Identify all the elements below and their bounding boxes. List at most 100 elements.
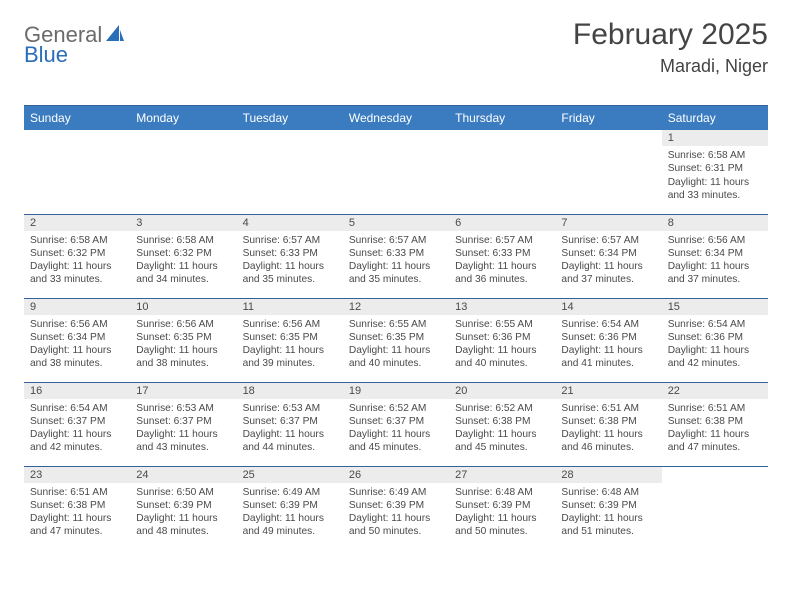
day-body: Sunrise: 6:51 AMSunset: 6:38 PMDaylight:… [555,399,661,459]
day-body: Sunrise: 6:51 AMSunset: 6:38 PMDaylight:… [24,483,130,543]
sunrise-text: Sunrise: 6:58 AM [136,234,230,247]
sunset-text: Sunset: 6:34 PM [30,331,124,344]
col-friday: Friday [555,106,661,131]
daylight-text: Daylight: 11 hours and 33 minutes. [30,260,124,287]
sunrise-text: Sunrise: 6:56 AM [668,234,762,247]
calendar-cell: 16Sunrise: 6:54 AMSunset: 6:37 PMDayligh… [24,382,130,466]
sunset-text: Sunset: 6:33 PM [349,247,443,260]
sunset-text: Sunset: 6:37 PM [30,415,124,428]
calendar-cell: 23Sunrise: 6:51 AMSunset: 6:38 PMDayligh… [24,466,130,550]
daylight-text: Daylight: 11 hours and 47 minutes. [30,512,124,539]
calendar-cell: 0 [662,466,768,550]
sunrise-text: Sunrise: 6:56 AM [30,318,124,331]
calendar-cell: 0 [343,130,449,214]
sunrise-text: Sunrise: 6:54 AM [668,318,762,331]
sunset-text: Sunset: 6:35 PM [136,331,230,344]
sunset-text: Sunset: 6:39 PM [349,499,443,512]
day-body: Sunrise: 6:53 AMSunset: 6:37 PMDaylight:… [130,399,236,459]
sunrise-text: Sunrise: 6:48 AM [561,486,655,499]
day-number: 24 [130,467,236,483]
logo-sail-icon [105,24,125,42]
day-number: 17 [130,383,236,399]
sunrise-text: Sunrise: 6:54 AM [561,318,655,331]
day-body: Sunrise: 6:52 AMSunset: 6:38 PMDaylight:… [449,399,555,459]
col-thursday: Thursday [449,106,555,131]
sunset-text: Sunset: 6:36 PM [561,331,655,344]
daylight-text: Daylight: 11 hours and 41 minutes. [561,344,655,371]
header: General February 2025 Maradi, Niger [24,18,768,77]
day-body [24,146,130,153]
sunset-text: Sunset: 6:37 PM [136,415,230,428]
calendar-cell: 15Sunrise: 6:54 AMSunset: 6:36 PMDayligh… [662,298,768,382]
sunset-text: Sunset: 6:35 PM [349,331,443,344]
sunrise-text: Sunrise: 6:58 AM [30,234,124,247]
day-body: Sunrise: 6:53 AMSunset: 6:37 PMDaylight:… [237,399,343,459]
daylight-text: Daylight: 11 hours and 42 minutes. [668,344,762,371]
daylight-text: Daylight: 11 hours and 40 minutes. [455,344,549,371]
day-body: Sunrise: 6:55 AMSunset: 6:35 PMDaylight:… [343,315,449,375]
daylight-text: Daylight: 11 hours and 35 minutes. [349,260,443,287]
day-number: 28 [555,467,661,483]
calendar-cell: 22Sunrise: 6:51 AMSunset: 6:38 PMDayligh… [662,382,768,466]
day-number: 1 [662,130,768,146]
daylight-text: Daylight: 11 hours and 42 minutes. [30,428,124,455]
day-body [237,146,343,153]
day-body: Sunrise: 6:56 AMSunset: 6:35 PMDaylight:… [130,315,236,375]
calendar-cell: 21Sunrise: 6:51 AMSunset: 6:38 PMDayligh… [555,382,661,466]
daylight-text: Daylight: 11 hours and 44 minutes. [243,428,337,455]
sunrise-text: Sunrise: 6:49 AM [349,486,443,499]
day-body [449,146,555,153]
day-body: Sunrise: 6:57 AMSunset: 6:33 PMDaylight:… [343,231,449,291]
day-body: Sunrise: 6:58 AMSunset: 6:32 PMDaylight:… [130,231,236,291]
calendar-cell: 0 [449,130,555,214]
calendar-week-row: 2Sunrise: 6:58 AMSunset: 6:32 PMDaylight… [24,214,768,298]
day-number: 7 [555,215,661,231]
day-number: 11 [237,299,343,315]
day-body: Sunrise: 6:57 AMSunset: 6:33 PMDaylight:… [449,231,555,291]
title-block: February 2025 Maradi, Niger [573,18,768,77]
sunrise-text: Sunrise: 6:52 AM [349,402,443,415]
calendar-cell: 11Sunrise: 6:56 AMSunset: 6:35 PMDayligh… [237,298,343,382]
calendar-cell: 25Sunrise: 6:49 AMSunset: 6:39 PMDayligh… [237,466,343,550]
sunrise-text: Sunrise: 6:55 AM [349,318,443,331]
calendar-week-row: 0000001Sunrise: 6:58 AMSunset: 6:31 PMDa… [24,130,768,214]
day-body: Sunrise: 6:56 AMSunset: 6:35 PMDaylight:… [237,315,343,375]
calendar-week-row: 16Sunrise: 6:54 AMSunset: 6:37 PMDayligh… [24,382,768,466]
day-body [662,483,768,490]
day-number: 23 [24,467,130,483]
sunset-text: Sunset: 6:33 PM [243,247,337,260]
sunset-text: Sunset: 6:39 PM [561,499,655,512]
sunrise-text: Sunrise: 6:51 AM [30,486,124,499]
sunset-text: Sunset: 6:39 PM [455,499,549,512]
day-body: Sunrise: 6:49 AMSunset: 6:39 PMDaylight:… [237,483,343,543]
sunrise-text: Sunrise: 6:57 AM [561,234,655,247]
day-body: Sunrise: 6:48 AMSunset: 6:39 PMDaylight:… [555,483,661,543]
day-number: 6 [449,215,555,231]
day-body: Sunrise: 6:50 AMSunset: 6:39 PMDaylight:… [130,483,236,543]
day-number: 12 [343,299,449,315]
calendar-week-row: 9Sunrise: 6:56 AMSunset: 6:34 PMDaylight… [24,298,768,382]
sunset-text: Sunset: 6:38 PM [561,415,655,428]
day-number: 3 [130,215,236,231]
sunset-text: Sunset: 6:38 PM [668,415,762,428]
day-number: 21 [555,383,661,399]
sunset-text: Sunset: 6:37 PM [349,415,443,428]
calendar-cell: 26Sunrise: 6:49 AMSunset: 6:39 PMDayligh… [343,466,449,550]
calendar-body: 0000001Sunrise: 6:58 AMSunset: 6:31 PMDa… [24,130,768,550]
day-body: Sunrise: 6:52 AMSunset: 6:37 PMDaylight:… [343,399,449,459]
calendar-cell: 4Sunrise: 6:57 AMSunset: 6:33 PMDaylight… [237,214,343,298]
calendar-cell: 3Sunrise: 6:58 AMSunset: 6:32 PMDaylight… [130,214,236,298]
day-number: 8 [662,215,768,231]
location: Maradi, Niger [573,56,768,77]
daylight-text: Daylight: 11 hours and 38 minutes. [30,344,124,371]
sunrise-text: Sunrise: 6:57 AM [455,234,549,247]
daylight-text: Daylight: 11 hours and 36 minutes. [455,260,549,287]
day-number: 9 [24,299,130,315]
col-monday: Monday [130,106,236,131]
sunset-text: Sunset: 6:38 PM [30,499,124,512]
day-number: 15 [662,299,768,315]
day-number: 2 [24,215,130,231]
sunrise-text: Sunrise: 6:55 AM [455,318,549,331]
day-number: 13 [449,299,555,315]
calendar-header-row: Sunday Monday Tuesday Wednesday Thursday… [24,106,768,131]
